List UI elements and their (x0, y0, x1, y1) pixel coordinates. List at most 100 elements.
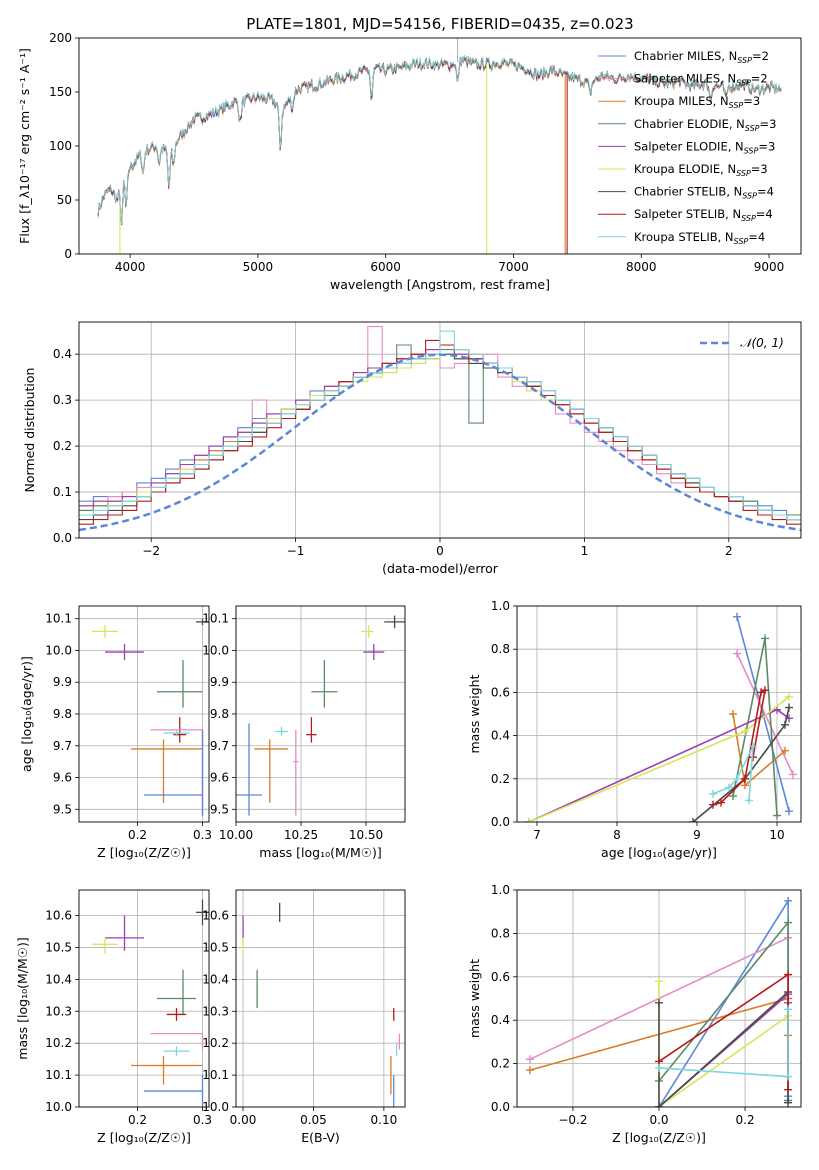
y-tick-label: 0.6 (491, 685, 510, 699)
data-point (525, 818, 533, 822)
y-tick-label: 10.3 (45, 1004, 72, 1018)
data-point (785, 807, 793, 816)
y-axis-label: mass [log₁₀(M/M☉)] (15, 937, 30, 1059)
mass-weight-line (736, 653, 794, 775)
x-axis-label: Z [log₁₀(Z/Z☉)] (97, 1130, 191, 1145)
x-tick-label: 4000 (115, 260, 146, 274)
axes-frame (516, 605, 802, 823)
data-point (725, 783, 733, 792)
y-tick-label: 1.0 (491, 599, 510, 613)
x-tick-label: 9000 (754, 260, 785, 274)
y-tick-label: 10.1 (45, 612, 72, 626)
legend-label: Kroupa ELODIE, NSSP=3 (634, 162, 768, 178)
data-point (709, 789, 717, 798)
plot-area (92, 618, 209, 816)
x-tick-label: 0.2 (128, 1113, 147, 1127)
x-tick-label: 8000 (626, 260, 657, 274)
panel-massweight_vs_Z: −0.2 0.0 0.2 0.0 0.2 0.4 0.6 0.8 1.0 Z [log₁₀(Z/Z… (467, 883, 802, 1145)
x-tick-label: 1 (581, 544, 589, 558)
x-tick-label: 9 (693, 828, 701, 842)
gridlines (236, 890, 405, 1108)
data-point (729, 710, 737, 718)
y-tick-label: 9.8 (53, 707, 72, 721)
data-point (784, 1005, 793, 1014)
data-point (784, 918, 793, 927)
plot-area (97, 38, 782, 254)
y-tick-label: 0.6 (491, 970, 510, 984)
y-tick-label: 0.4 (491, 1013, 510, 1027)
mass-weight-line (658, 990, 789, 1107)
legend-label: Kroupa STELIB, NSSP=4 (634, 230, 765, 246)
y-tick-label: 10.0 (202, 1100, 229, 1114)
figure-title: PLATE=1801, MJD=54156, FIBERID=0435, z=0… (246, 15, 633, 33)
x-tick-label: −0.2 (558, 1113, 587, 1127)
data-point (733, 612, 741, 621)
x-tick-label: 0.10 (371, 1113, 398, 1127)
data-point (761, 634, 769, 643)
y-tick-label: 10.0 (202, 643, 229, 657)
data-point (773, 811, 781, 820)
y-tick-label: 10.0 (45, 1100, 72, 1114)
panel-mass_vs_Z: 0.2 0.3 10.0 10.1 10.2 10.3 10.4 10.5 10.6 Z [log… (15, 889, 212, 1145)
data-point (655, 1063, 663, 1072)
y-tick-label: 10.1 (202, 612, 229, 626)
y-tick-label: 0.8 (491, 926, 510, 940)
y-tick-label: 0.3 (53, 393, 72, 407)
x-tick-label: 0.00 (230, 1113, 257, 1127)
y-tick-label: 0.8 (491, 642, 510, 656)
y-tick-label: 9.6 (210, 771, 229, 785)
x-axis-label: (data-model)/error (382, 561, 499, 576)
panel-age_vs_mass: 10.00 10.25 10.50 9.5 9.6 9.7 9.8 9.9 10.0 10.1 ma… (202, 605, 406, 860)
x-tick-label: 6000 (370, 260, 401, 274)
y-tick-label: 9.5 (210, 802, 229, 816)
data-point (525, 1066, 534, 1075)
x-axis-label: Z [log₁₀(Z/Z☉)] (97, 845, 191, 860)
panel-massweight_vs_age: 7 8 9 10 0.0 0.2 0.4 0.6 0.8 1.0 age [log₁₀(age/yr… (467, 599, 802, 860)
x-tick-label: −2 (142, 544, 160, 558)
y-tick-label: 9.5 (53, 802, 72, 816)
legend-label: Kroupa MILES, NSSP=3 (634, 94, 760, 110)
y-tick-label: 10.1 (202, 1068, 229, 1082)
x-tick-label: 0.3 (193, 1113, 212, 1127)
y-axis-label: mass weight (467, 959, 482, 1038)
data-point (781, 746, 789, 755)
spectrum-line (97, 55, 782, 224)
mass-weight-line (658, 1009, 789, 1078)
legend-label: Chabrier ELODIE, NSSP=3 (634, 117, 776, 133)
legend-label: Salpeter MILES, NSSP=2 (634, 72, 768, 88)
x-axis-label: Z [log₁₀(Z/Z☉)] (612, 1130, 706, 1145)
data-point (781, 720, 789, 729)
y-tick-label: 9.8 (210, 707, 229, 721)
plot-area (236, 615, 405, 816)
mass-weight-line (736, 616, 790, 812)
data-point (729, 792, 737, 801)
y-tick-label: 9.9 (53, 675, 72, 689)
y-tick-label: 9.7 (53, 739, 72, 753)
y-tick-label: 50 (57, 193, 72, 207)
y-tick-label: 0.0 (491, 815, 510, 829)
axes-frame (235, 889, 406, 1108)
y-tick-label: 10.2 (202, 1036, 229, 1050)
y-tick-label: 0 (64, 247, 72, 261)
y-axis-label: Flux [f_λ10⁻¹⁷ erg cm⁻² s⁻¹ A⁻¹] (17, 48, 32, 244)
mass-weight-line (658, 981, 789, 1107)
x-tick-label: 7 (533, 828, 541, 842)
x-tick-label: 0 (436, 544, 444, 558)
y-tick-label: 10.4 (202, 972, 229, 986)
axes-frame (78, 889, 210, 1108)
gridlines (235, 606, 405, 822)
x-tick-label: 7000 (498, 260, 529, 274)
y-axis-label: Normed distribution (22, 368, 37, 493)
data-point (784, 970, 793, 979)
data-point (784, 896, 793, 905)
y-tick-label: 10.6 (45, 909, 72, 923)
panel-mass_vs_ebv: 0.00 0.05 0.10 10.0 10.1 10.2 10.3 10.4 10.5 10.6… (202, 889, 406, 1145)
gridlines (517, 605, 801, 823)
x-tick-label: 2 (725, 544, 733, 558)
data-point (784, 1072, 793, 1081)
panel-spectrum: 4000 5000 6000 7000 8000 9000 0 50 100 150 200 wave… (17, 31, 802, 292)
gridlines (79, 606, 209, 822)
data-point (689, 818, 697, 822)
y-tick-label: 10.1 (45, 1068, 72, 1082)
y-tick-label: 0.2 (491, 1057, 510, 1071)
